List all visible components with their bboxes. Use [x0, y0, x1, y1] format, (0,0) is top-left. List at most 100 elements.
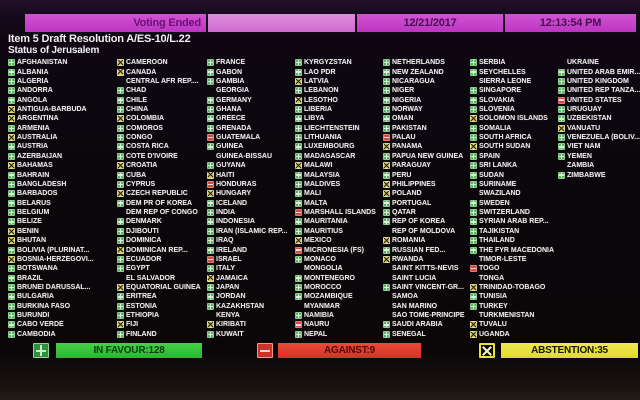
country-name: BOLIVIA (PLURINAT...: [17, 246, 90, 254]
country-name: GERMANY: [216, 96, 252, 104]
in-favour-icon: [295, 143, 302, 151]
in-favour-icon: [207, 124, 214, 132]
in-favour-icon: [207, 227, 214, 235]
abstention-icon: [295, 77, 302, 85]
country-row: KENYA: [207, 311, 295, 320]
country-name: ESTONIA: [126, 302, 157, 310]
in-favour-icon: [383, 199, 390, 207]
country-name: SAINT VINCENT-GR...: [392, 283, 464, 291]
country-name: KYRGYZSTAN: [304, 59, 352, 67]
no-vote-placeholder: [117, 78, 124, 85]
abstention-icon: [207, 274, 214, 282]
in-favour-icon: [117, 227, 124, 235]
abstention-icon: [8, 134, 15, 142]
country-name: BOTSWANA: [17, 265, 58, 273]
country-name: CONGO: [126, 134, 153, 142]
country-name: YEMEN: [567, 152, 592, 160]
country-row: BRUNEI DARUSSAL...: [8, 283, 117, 292]
in-favour-icon: [558, 77, 565, 85]
in-favour-icon: [207, 237, 214, 245]
country-row: MEXICO: [295, 236, 383, 245]
country-row: SRI LANKA: [470, 161, 558, 170]
in-favour-icon: [558, 68, 565, 76]
country-row: DENMARK: [117, 217, 207, 226]
in-favour-icon: [117, 237, 124, 245]
country-row: SAN MARINO: [383, 302, 470, 311]
country-name: SAINT LUCIA: [392, 274, 437, 282]
country-row: VIET NAM: [558, 142, 632, 151]
in-favour-icon: [8, 312, 15, 320]
country-row: ANGOLA: [8, 95, 117, 104]
country-row: BELGIUM: [8, 208, 117, 217]
country-name: COLOMBIA: [126, 115, 165, 123]
country-row: MONGOLIA: [295, 264, 383, 273]
country-name: ZAMBIA: [567, 162, 595, 170]
in-favour-icon: [295, 59, 302, 67]
country-name: SERBIA: [479, 59, 506, 67]
country-row: RUSSIAN FED...: [383, 245, 470, 254]
country-row: BURUNDI: [8, 311, 117, 320]
country-name: CANADA: [126, 68, 157, 76]
country-row: IRAN (ISLAMIC REP...: [207, 227, 295, 236]
country-name: CROATIA: [126, 162, 158, 170]
country-row: UNITED ARAB EMIR...: [558, 67, 640, 76]
no-vote-placeholder: [207, 153, 214, 160]
country-row: MARSHALL ISLANDS: [295, 208, 383, 217]
country-name: PAPUA NEW GUINEA: [392, 152, 464, 160]
country-name: IRAN (ISLAMIC REP...: [216, 227, 288, 235]
country-name: ERITREA: [126, 293, 157, 301]
country-name: TUNISIA: [479, 293, 507, 301]
country-name: BARBADOS: [17, 190, 58, 198]
country-name: BAHRAIN: [17, 171, 50, 179]
abstention-icon: [117, 59, 124, 67]
country-row: PAKISTAN: [383, 124, 470, 133]
country-row: SURINAME: [470, 180, 558, 189]
abstention-total-bar: ABSTENTION:35: [501, 343, 638, 358]
country-row: DEM PR OF KOREA: [117, 199, 207, 208]
country-name: HAITI: [216, 171, 235, 179]
country-name: RWANDA: [392, 255, 424, 263]
country-row: SPAIN: [470, 152, 558, 161]
in-favour-icon: [8, 302, 15, 310]
country-row: EGYPT: [117, 264, 207, 273]
country-row: THAILAND: [470, 236, 558, 245]
country-row: GRENADA: [207, 124, 295, 133]
country-row: UNITED KINGDOM: [558, 77, 632, 86]
country-name: BULGARIA: [17, 293, 54, 301]
country-name: NICARAGUA: [392, 77, 435, 85]
country-row: JAPAN: [207, 283, 295, 292]
country-name: INDONESIA: [216, 218, 255, 226]
country-row: ALBANIA: [8, 67, 117, 76]
against-icon: [558, 96, 565, 104]
country-row: AUSTRALIA: [8, 133, 117, 142]
country-name: ARGENTINA: [17, 115, 59, 123]
in-favour-icon: [558, 152, 565, 160]
country-name: AUSTRIA: [17, 143, 49, 151]
country-row: COTE D'IVOIRE: [117, 152, 207, 161]
abstention-icon: [8, 106, 15, 113]
in-favour-icon: [8, 152, 15, 160]
in-favour-icon: [8, 246, 15, 254]
country-row: BRAZIL: [8, 273, 117, 282]
in-favour-icon: [8, 87, 15, 95]
country-name: NEPAL: [304, 330, 328, 338]
country-row: IRELAND: [207, 245, 295, 254]
country-row: TONGA: [470, 273, 558, 282]
country-name: CABO VERDE: [17, 321, 64, 329]
country-name: CHAD: [126, 87, 147, 95]
country-name: SEYCHELLES: [479, 68, 526, 76]
in-favour-icon: [383, 68, 390, 76]
country-row: ETHIOPIA: [117, 311, 207, 320]
country-name: SAN MARINO: [392, 302, 438, 310]
country-name: GEORGIA: [216, 87, 250, 95]
country-name: BRAZIL: [17, 274, 43, 282]
country-name: SLOVAKIA: [479, 96, 515, 104]
country-row: NIGER: [383, 86, 470, 95]
country-row: IRAQ: [207, 236, 295, 245]
country-row: GREECE: [207, 114, 295, 123]
country-row: BAHRAIN: [8, 170, 117, 179]
country-row: CYPRUS: [117, 180, 207, 189]
in-favour-icon: [295, 255, 302, 263]
in-favour-icon: [8, 143, 15, 151]
country-row: UGANDA: [470, 330, 558, 339]
